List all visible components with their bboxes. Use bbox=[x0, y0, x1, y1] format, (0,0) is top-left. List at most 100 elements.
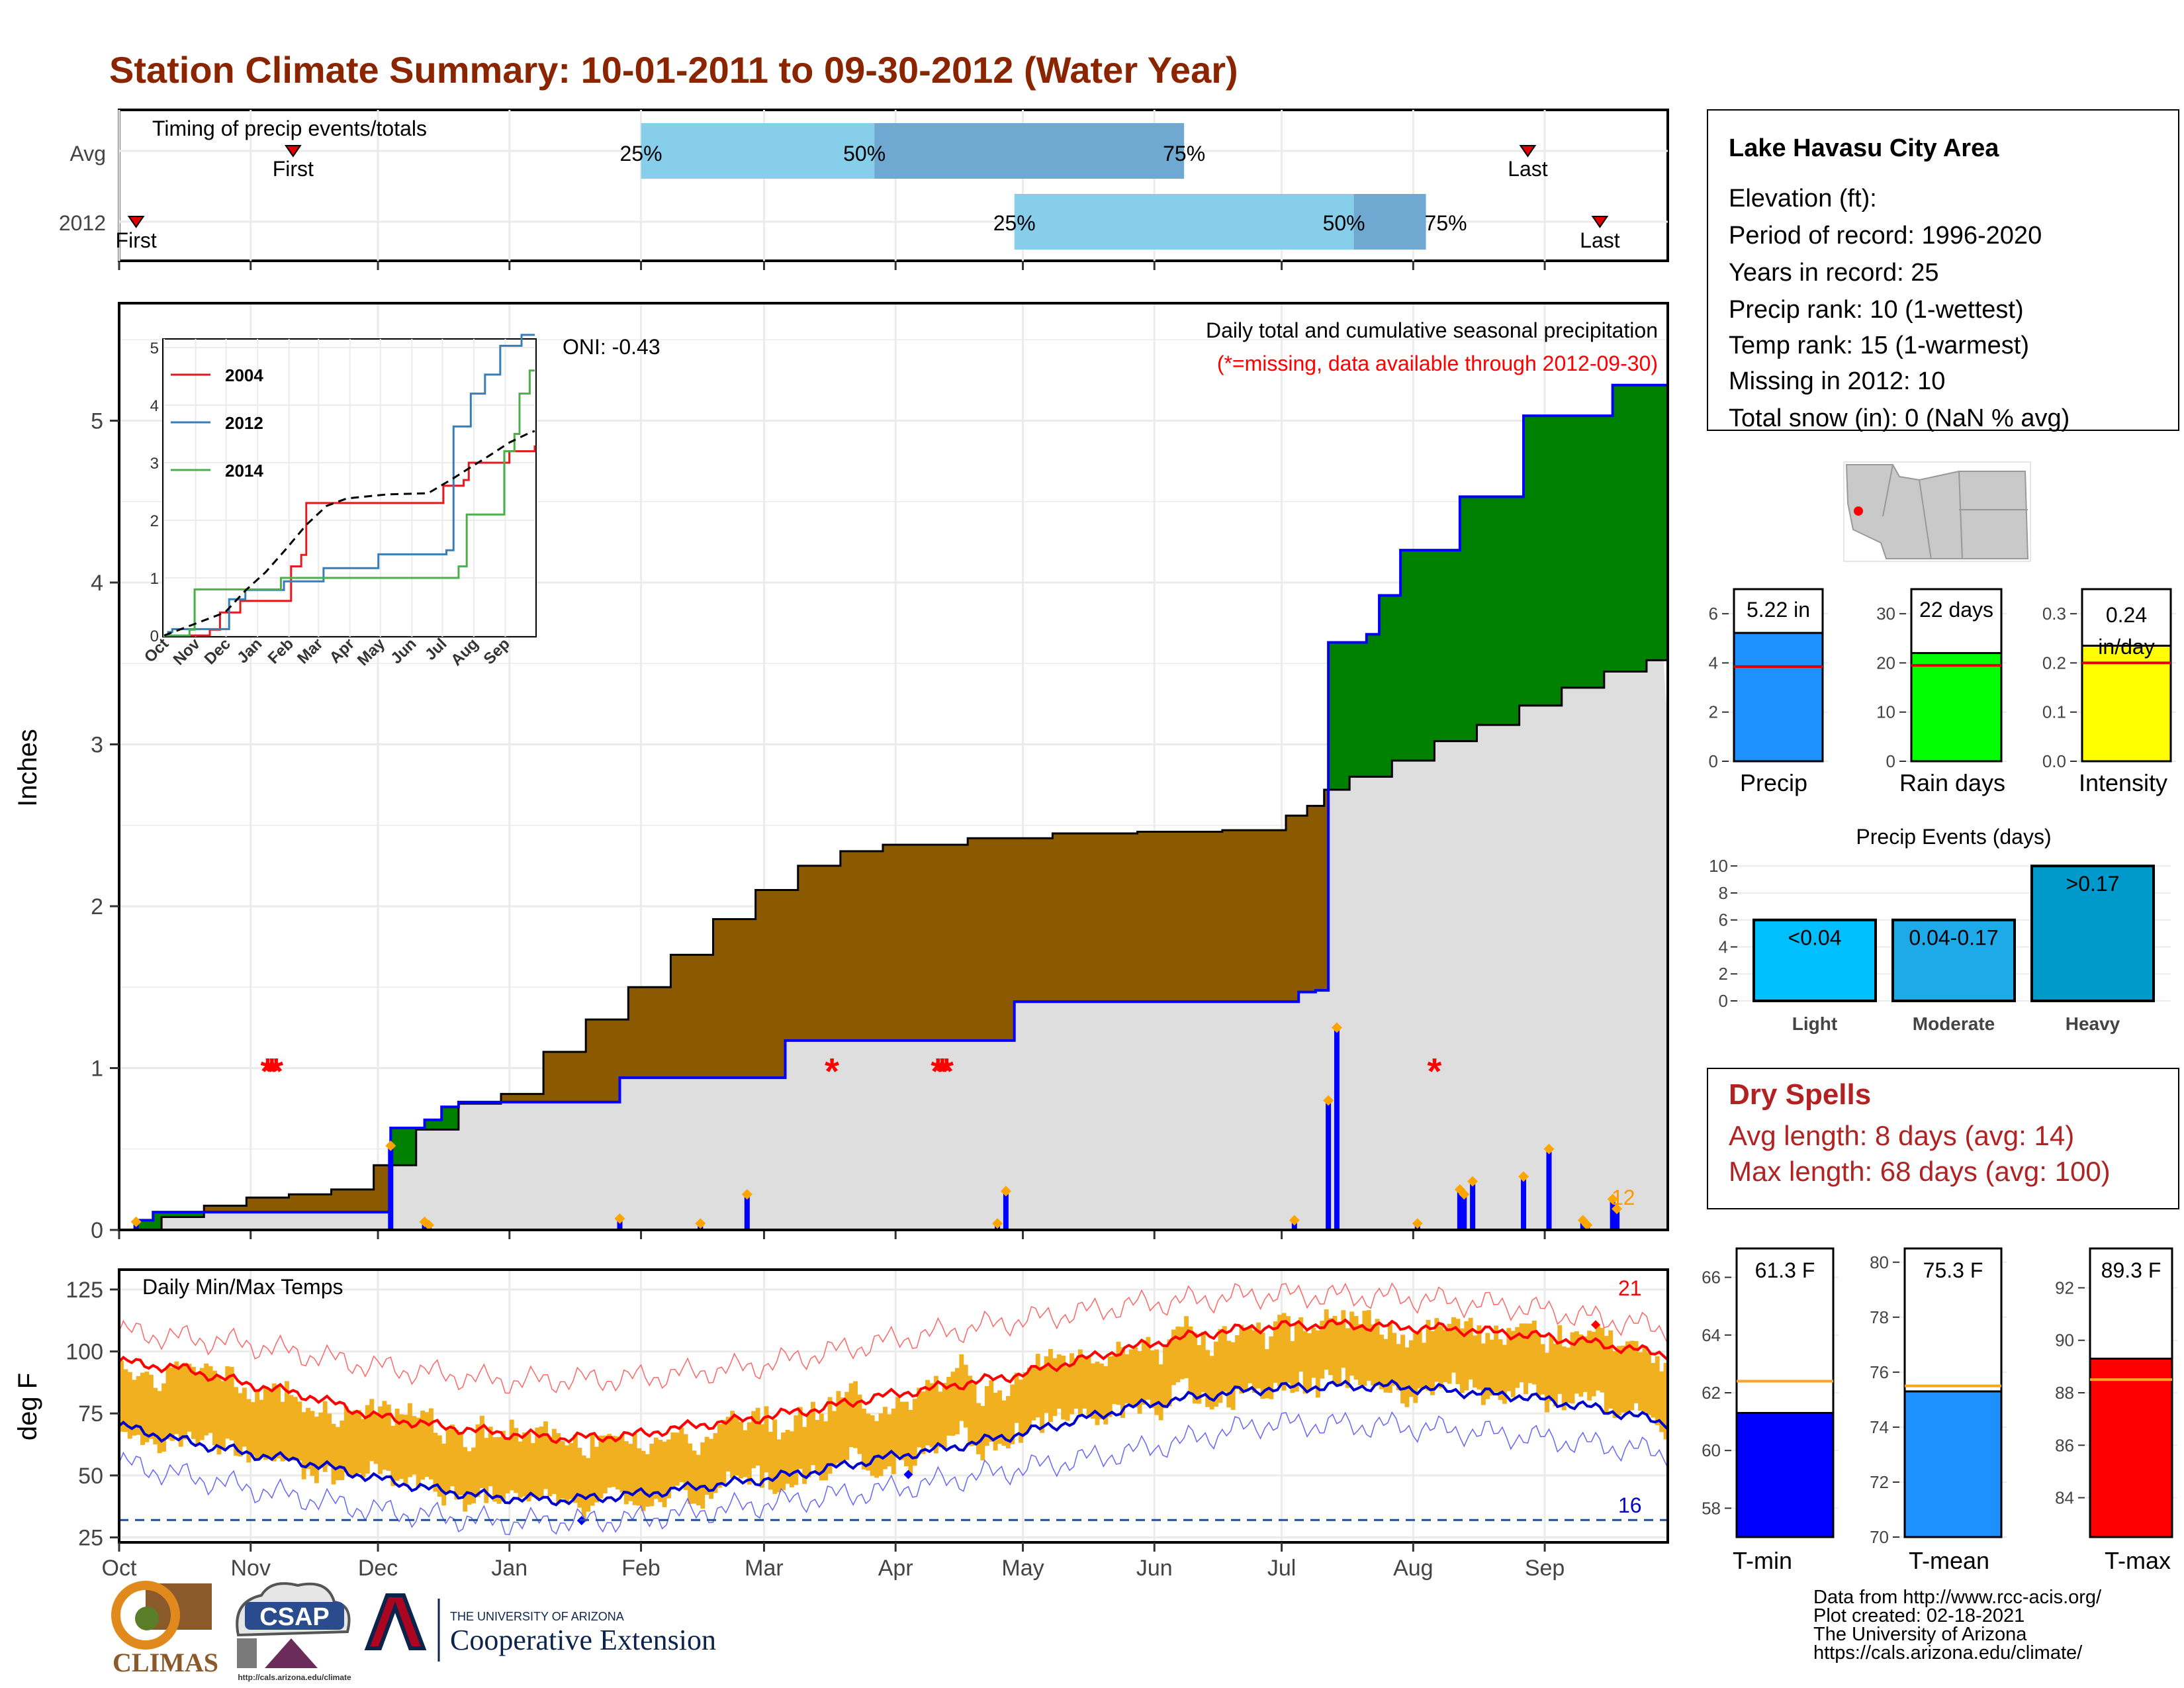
deficit-area bbox=[1065, 833, 1070, 1002]
daily-temp-bar bbox=[1014, 1372, 1019, 1423]
deficit-area bbox=[1107, 833, 1113, 1002]
daily-temp-bar bbox=[297, 1401, 302, 1461]
daily-temp-bar bbox=[670, 1432, 676, 1489]
daily-temp-bar bbox=[127, 1372, 132, 1439]
deficit-area bbox=[1230, 830, 1236, 1002]
surplus-area bbox=[1383, 595, 1388, 777]
daily-temp-bar bbox=[1154, 1349, 1160, 1415]
inset-y-tick-label: 5 bbox=[150, 340, 159, 357]
daily-temp-bar bbox=[255, 1389, 260, 1461]
daily-precip-marker bbox=[1000, 1186, 1011, 1197]
deficit-area bbox=[806, 865, 811, 1041]
deficit-area bbox=[509, 1094, 514, 1102]
intensity-value-bar bbox=[2081, 644, 2172, 763]
daily-temp-bar bbox=[1332, 1315, 1338, 1384]
daily-precip-bar bbox=[1610, 1199, 1615, 1230]
tmin-y-tick-label: 60 bbox=[1702, 1440, 1721, 1460]
daily-temp-bar bbox=[191, 1366, 196, 1439]
daily-temp-bar bbox=[335, 1427, 340, 1481]
daily-temp-bar bbox=[1557, 1325, 1563, 1394]
daily-temp-bar bbox=[1001, 1400, 1007, 1446]
deficit-area bbox=[1048, 838, 1054, 1002]
legend-2012: 2012 bbox=[225, 413, 263, 433]
deficit-area bbox=[866, 851, 871, 1041]
daily-temp-bar bbox=[445, 1429, 451, 1492]
timing-title: Timing of precip events/totals bbox=[152, 117, 427, 140]
daily-temp-bar bbox=[522, 1432, 527, 1497]
surplus-area bbox=[1392, 595, 1397, 761]
intensity-y-tick-label: 0.2 bbox=[2042, 653, 2066, 673]
surplus-area bbox=[153, 1212, 158, 1230]
daily-temp-bar bbox=[598, 1435, 604, 1499]
raindays-value-label: 22 days bbox=[1919, 598, 1993, 622]
daily-precip-marker bbox=[424, 1219, 434, 1231]
deficit-area bbox=[314, 1194, 319, 1213]
daily-temp-bar bbox=[183, 1362, 188, 1440]
deficit-area bbox=[1014, 838, 1019, 1002]
raindays-y-tick-label: 10 bbox=[1876, 702, 1895, 722]
daily-temp-bar bbox=[827, 1397, 833, 1474]
daily-temp-bar bbox=[340, 1421, 345, 1480]
legend-2004: 2004 bbox=[225, 365, 263, 385]
deficit-area bbox=[912, 845, 917, 1041]
deficit-area bbox=[1069, 833, 1075, 1002]
daily-temp-bar bbox=[246, 1399, 251, 1463]
surplus-area bbox=[394, 1127, 400, 1166]
month-tick-label: Mar bbox=[745, 1556, 784, 1581]
daily-temp-bar bbox=[1358, 1324, 1363, 1385]
daily-precip-bar bbox=[388, 1145, 394, 1230]
daily-temp-bar bbox=[954, 1368, 960, 1434]
avg-50-label: 50% bbox=[843, 142, 886, 165]
daily-temp-bar bbox=[267, 1390, 273, 1458]
month-axis: Oct Nov Dec Jan Feb Mar Apr May Jun Jul Aug Sep bbox=[102, 1542, 1565, 1581]
deficit-area bbox=[318, 1194, 324, 1213]
surplus-area bbox=[1519, 496, 1524, 706]
surplus-area bbox=[1459, 496, 1465, 741]
daily-temp-bar bbox=[1434, 1318, 1439, 1382]
deficit-area bbox=[653, 987, 659, 1078]
deficit-area bbox=[662, 987, 667, 1078]
events-bar-text: 0.04-0.17 bbox=[1909, 926, 1998, 950]
deficit-area bbox=[1218, 831, 1223, 1002]
deficit-area bbox=[310, 1194, 315, 1213]
deficit-area bbox=[968, 838, 973, 1041]
surplus-area bbox=[1422, 550, 1427, 761]
deficit-area bbox=[505, 1094, 510, 1102]
deficit-area bbox=[369, 1189, 375, 1213]
deficit-area bbox=[1290, 816, 1295, 1002]
surplus-area bbox=[1531, 416, 1537, 706]
deficit-area bbox=[271, 1197, 277, 1213]
daily-temp-bar bbox=[878, 1413, 884, 1476]
surplus-area bbox=[1349, 642, 1355, 777]
daily-temp-bar bbox=[1294, 1323, 1299, 1392]
surplus-area bbox=[1451, 550, 1457, 741]
deficit-area bbox=[1171, 831, 1176, 1002]
daily-temp-bar bbox=[165, 1366, 171, 1440]
deficit-area bbox=[1281, 830, 1287, 1002]
daily-temp-bar bbox=[1447, 1323, 1452, 1384]
daily-temp-bar bbox=[1209, 1356, 1214, 1410]
deficit-area bbox=[734, 919, 739, 1078]
deficit-area bbox=[972, 838, 977, 1041]
surplus-area bbox=[1485, 496, 1490, 726]
surplus-area bbox=[1646, 385, 1651, 661]
daily-temp-bar bbox=[331, 1423, 336, 1485]
surplus-area bbox=[1345, 642, 1350, 790]
surplus-area bbox=[1332, 642, 1338, 790]
deficit-area bbox=[1158, 831, 1163, 1002]
daily-temp-bar bbox=[895, 1397, 901, 1456]
deficit-area bbox=[721, 919, 727, 1078]
daily-temp-bar bbox=[220, 1381, 226, 1449]
deficit-area bbox=[730, 919, 735, 1078]
surplus-area bbox=[157, 1212, 162, 1230]
daily-temp-bar bbox=[1349, 1311, 1355, 1376]
daily-temp-bar bbox=[1629, 1340, 1635, 1411]
daily-precip-marker bbox=[1607, 1194, 1618, 1205]
deficit-area bbox=[670, 955, 676, 1078]
deficit-area bbox=[760, 890, 765, 1078]
daily-temp-bar bbox=[1320, 1321, 1325, 1379]
daily-temp-bar bbox=[1023, 1372, 1028, 1435]
month-tick-label: Oct bbox=[102, 1556, 137, 1581]
surplus-area bbox=[1464, 496, 1469, 741]
surplus-area bbox=[1477, 496, 1482, 726]
